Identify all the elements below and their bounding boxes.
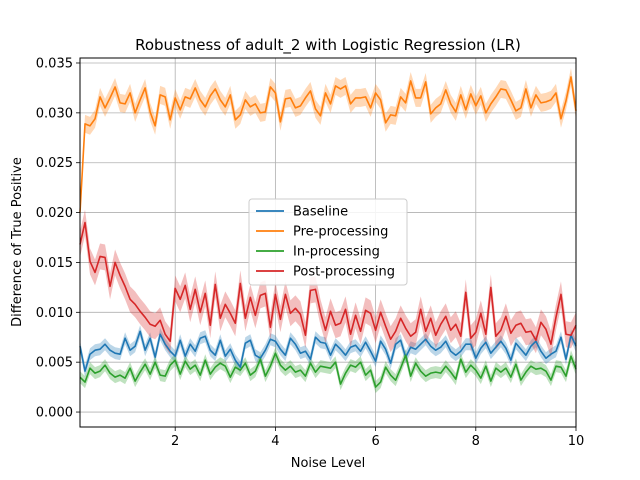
legend-label-baseline: Baseline [293,205,348,220]
x-axis-ticks: 2 4 6 8 10 [171,427,584,449]
y-tick-label: 0.025 [36,156,73,171]
x-tick-label: 4 [271,434,279,449]
plot-frame [79,57,577,428]
baseline-line [79,330,577,372]
in-processing-line [79,352,577,388]
y-tick-label: 0.015 [36,256,73,271]
x-tick-label: 6 [371,434,379,449]
y-tick-label: 0.005 [36,356,73,371]
chart-title: Robustness of adult_2 with Logistic Regr… [135,36,521,55]
x-tick-label: 2 [171,434,179,449]
y-tick-label: 0.000 [36,406,73,421]
y-tick-label: 0.030 [36,106,73,121]
pre-processing-line [79,76,577,213]
legend-box [248,198,408,286]
legend: Baseline Pre-processing In-processing Post-… [248,198,408,286]
post-processing-line [79,221,577,346]
x-tick-label: 8 [472,434,480,449]
y-tick-label: 0.020 [36,206,73,221]
series-lines [79,76,577,388]
y-axis-label: Difference of True Positive [10,157,25,327]
y-tick-label: 0.010 [36,306,73,321]
in-processing-band [80,347,576,394]
legend-label-in-processing: In-processing [293,245,380,260]
y-tick-label: 0.035 [36,56,73,71]
y-axis-ticks: 0.000 0.005 0.010 0.015 0.020 0.025 0.030 0.035 [36,56,80,421]
post-processing-band [80,209,576,358]
legend-label-post-processing: Post-processing [293,265,395,280]
x-axis-label: Noise Level [291,456,366,471]
legend-label-pre-processing: Pre-processing [293,225,388,240]
x-tick-label: 10 [568,434,585,449]
